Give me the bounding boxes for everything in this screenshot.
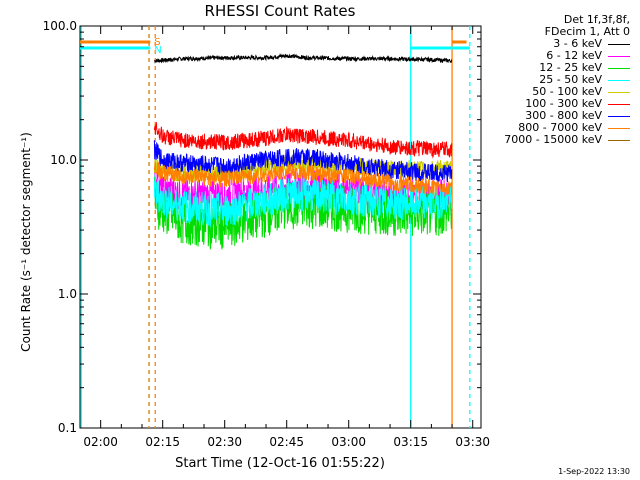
y-tick-label: 1.0 [58,287,77,301]
x-tick-label: 02:15 [145,435,180,449]
legend-item: 300 - 800 keV [480,110,630,122]
plot-frame [79,25,482,429]
x-tick-label: 03:30 [455,435,490,449]
legend-swatch [608,43,630,45]
legend-item: 25 - 50 keV [480,74,630,86]
y-tick-label: 10.0 [50,153,77,167]
x-tick-label: 02:45 [269,435,304,449]
legend-swatch [608,115,630,117]
x-tick-label: 02:30 [207,435,242,449]
legend-label: 6 - 12 keV [546,49,602,62]
plot-border [79,25,482,429]
legend-swatch [608,139,630,141]
chart-title: RHESSI Count Rates [204,2,356,20]
attenuator-decimation-overlays: SN [80,26,471,428]
x-tick-label: 03:15 [393,435,428,449]
legend-item: 6 - 12 keV [480,50,630,62]
legend-label: 7000 - 15000 keV [504,133,602,146]
legend-item: 50 - 100 keV [480,86,630,98]
legend-label: 800 - 7000 keV [518,121,602,134]
series-800-7000kev [153,161,453,197]
x-tick-label: 02:00 [83,435,118,449]
legend-swatch [608,103,630,105]
legend-swatch [608,79,630,81]
legend-header-1: Det 1f,3f,8f, [563,13,630,26]
generation-timestamp: 1-Sep-2022 13:30 [558,467,630,476]
legend-label: 300 - 800 keV [525,109,602,122]
legend-swatch [608,91,630,93]
legend-label: 100 - 300 keV [525,97,602,110]
legend: Det 1f,3f,8f, FDecim 1, Att 0 3 - 6 keV 6… [480,14,630,146]
legend-item: 3 - 6 keV [480,38,630,50]
legend-item: 7000 - 15000 keV [480,134,630,146]
legend-swatch [608,127,630,129]
legend-item: 100 - 300 keV [480,98,630,110]
legend-label: 3 - 6 keV [553,37,602,50]
y-tick-label: 0.1 [58,421,77,435]
series-group [153,52,453,251]
y-axis-label: Count Rate (s⁻¹ detector segment⁻¹) [19,132,33,352]
legend-label: 50 - 100 keV [532,85,602,98]
series-100-300kev [153,122,453,159]
series-300-800kev [153,140,453,183]
axes-group: 0.1 1.0 10.0 100.0 02:00 02:15 02:30 02:45 03:00… [43,19,490,449]
series-3-6kev [154,52,453,64]
y-tick-label: 100.0 [43,19,77,33]
legend-header-2: FDecim 1, Att 0 [544,25,630,38]
legend-label: 25 - 50 keV [539,73,602,86]
night-marker-label: N [154,45,161,56]
x-axis-label: Start Time (12-Oct-16 01:55:22) [175,456,385,471]
legend-item: 12 - 25 keV [480,62,630,74]
legend-swatch [608,67,630,69]
legend-label: 12 - 25 keV [539,61,602,74]
series-25-50kev [153,174,453,228]
legend-item: 800 - 7000 keV [480,122,630,134]
x-tick-label: 03:00 [331,435,366,449]
legend-swatch [608,55,630,57]
saa-marker-label: S [154,37,160,48]
